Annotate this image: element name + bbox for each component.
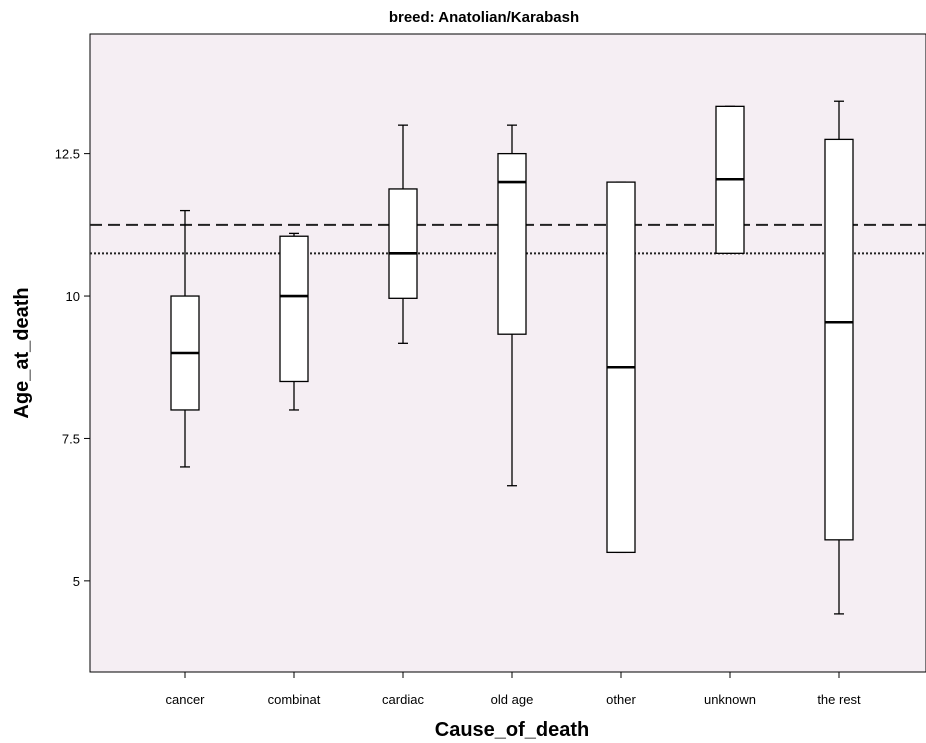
box-other: [606, 181, 636, 554]
box-group: [170, 100, 854, 615]
x-tick-label: old age: [491, 692, 534, 707]
y-tick-label: 7.5: [62, 431, 80, 446]
box-iqr: [824, 138, 854, 541]
x-axis: cancer combinat cardiac old age other unknown…: [165, 672, 861, 707]
y-tick-label: 5: [73, 574, 80, 589]
box-old-age: [497, 124, 527, 487]
box-combinat: [279, 232, 309, 411]
box-iqr: [279, 235, 309, 383]
x-tick-label: cardiac: [382, 692, 424, 707]
y-axis: 5 7.5 10 12.5: [55, 147, 90, 589]
box-iqr: [388, 188, 418, 299]
x-tick-label: unknown: [704, 692, 756, 707]
box-iqr: [497, 152, 527, 335]
x-tick-label: combinat: [268, 692, 321, 707]
box-cardiac: [388, 124, 418, 344]
box-unknown: [715, 105, 745, 254]
chart-title: breed: Anatolian/Karabash: [389, 9, 579, 26]
x-axis-title: Cause_of_death: [435, 719, 590, 741]
y-tick-label: 12.5: [55, 147, 80, 162]
plot-area: [89, 33, 926, 673]
x-tick-label: the rest: [817, 692, 861, 707]
box-the-rest: [824, 100, 854, 615]
x-tick-label: other: [606, 692, 636, 707]
box-cancer: [170, 209, 200, 468]
x-tick-label: cancer: [165, 692, 205, 707]
y-axis-title: Age_at_death: [11, 287, 33, 418]
y-tick-label: 10: [66, 289, 80, 304]
